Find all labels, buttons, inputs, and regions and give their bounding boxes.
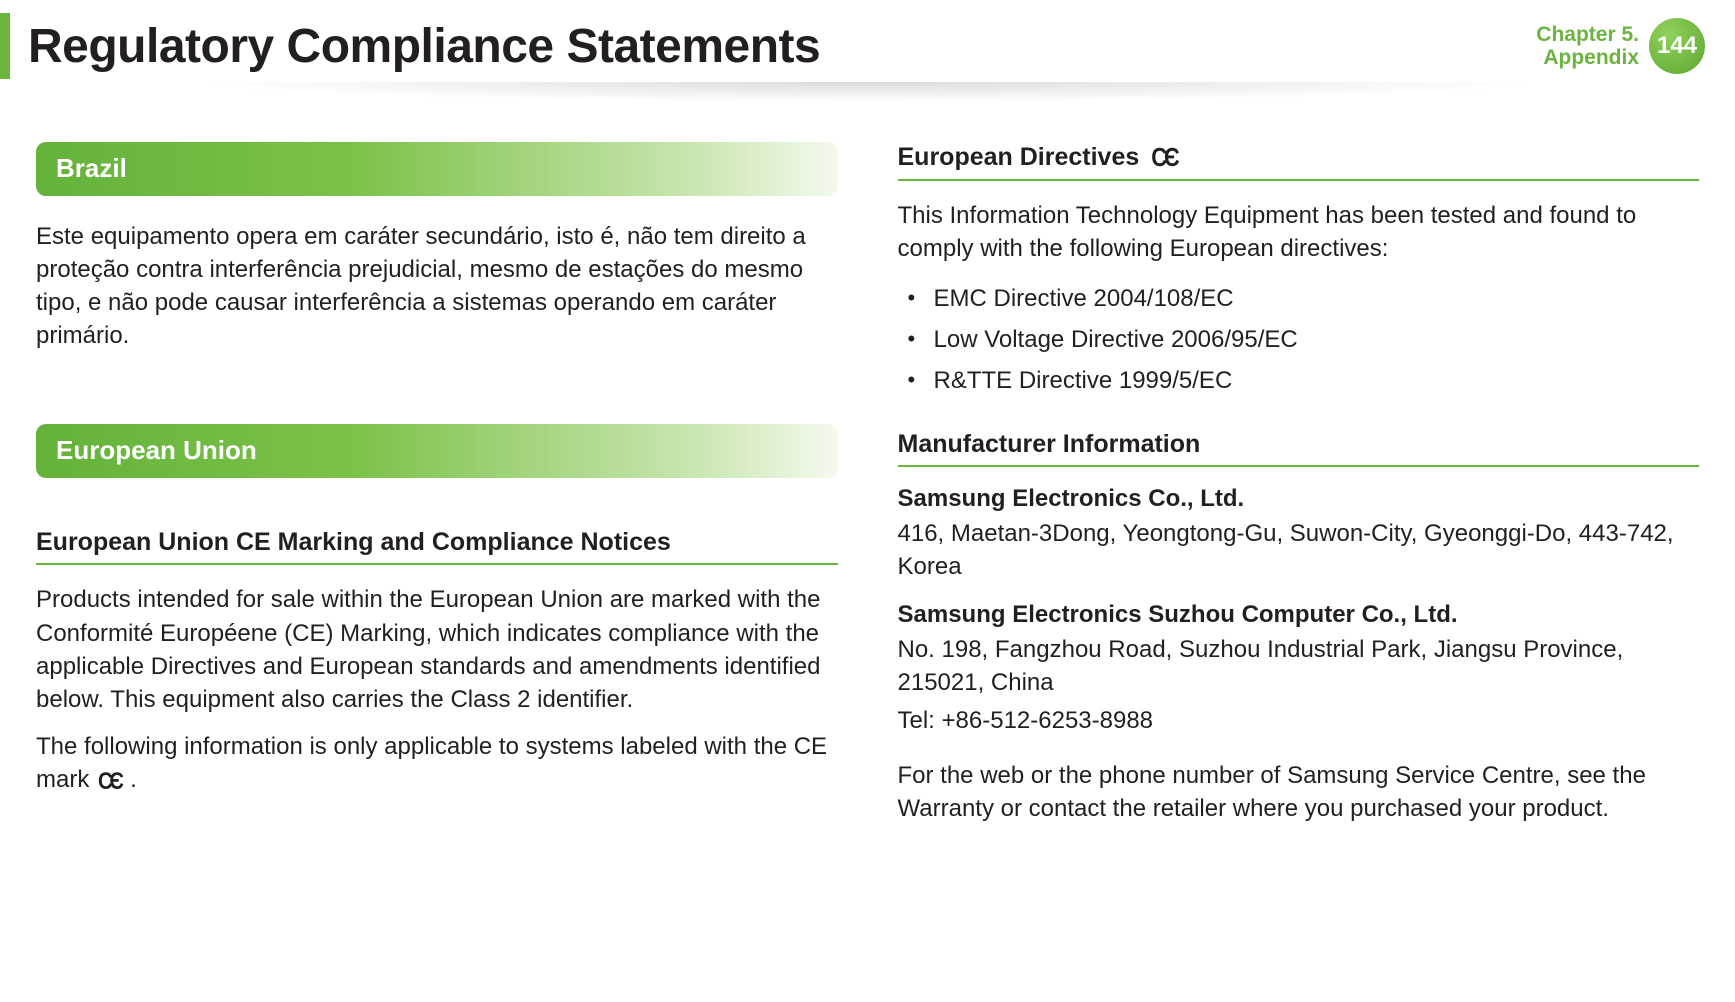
- right-column: European Directives C Є This Information…: [898, 142, 1700, 839]
- directive-item: R&TTE Directive 1999/5/EC: [904, 361, 1700, 402]
- manufacturer-address: 416, Maetan-3Dong, Yeongtong-Gu, Suwon-C…: [898, 517, 1700, 583]
- directive-item: Low Voltage Directive 2006/95/EC: [904, 320, 1700, 361]
- brazil-body: Este equipamento opera em caráter secund…: [36, 220, 838, 352]
- chapter-block: Chapter 5. Appendix 144: [1536, 18, 1705, 74]
- eu-ce-p2-prefix: The following information is only applic…: [36, 733, 827, 793]
- spacer: [36, 366, 838, 424]
- page-title: Regulatory Compliance Statements: [28, 19, 820, 74]
- page-header: Regulatory Compliance Statements Chapter…: [0, 0, 1735, 92]
- title-wrap: Regulatory Compliance Statements: [0, 13, 820, 79]
- subhead-eu-ce-text: European Union CE Marking and Compliance…: [36, 528, 671, 557]
- content-area: Brazil Este equipamento opera em caráter…: [0, 92, 1735, 839]
- directives-list: EMC Directive 2004/108/EC Low Voltage Di…: [898, 279, 1700, 401]
- subhead-manufacturer: Manufacturer Information: [898, 430, 1700, 467]
- spacer: [36, 502, 838, 528]
- directives-intro: This Information Technology Equipment ha…: [898, 199, 1700, 265]
- manufacturer-note: For the web or the phone number of Samsu…: [898, 759, 1700, 825]
- subhead-directives: European Directives C Є: [898, 142, 1700, 181]
- directive-item: EMC Directive 2004/108/EC: [904, 279, 1700, 320]
- left-column: Brazil Este equipamento opera em caráter…: [36, 142, 838, 839]
- manufacturer-name: Samsung Electronics Co., Ltd.: [898, 485, 1700, 513]
- ce-mark-icon: C Є: [98, 765, 121, 798]
- page-number-badge: 144: [1649, 18, 1705, 74]
- ce-mark-icon: C Є: [1152, 142, 1178, 173]
- eu-ce-p1: Products intended for sale within the Eu…: [36, 583, 838, 715]
- section-pill-brazil: Brazil: [36, 142, 838, 196]
- chapter-line1: Chapter 5.: [1536, 23, 1639, 46]
- chapter-text: Chapter 5. Appendix: [1536, 23, 1639, 69]
- eu-ce-p2-suffix: .: [123, 766, 136, 793]
- manufacturer-tel: Tel: +86-512-6253-8988: [898, 707, 1700, 735]
- subhead-manufacturer-text: Manufacturer Information: [898, 430, 1201, 459]
- subhead-directives-text: European Directives: [898, 143, 1140, 172]
- chapter-line2: Appendix: [1536, 46, 1639, 69]
- subhead-eu-ce: European Union CE Marking and Compliance…: [36, 528, 838, 565]
- title-accent-bar: [0, 13, 10, 79]
- manufacturer-name: Samsung Electronics Suzhou Computer Co.,…: [898, 601, 1700, 629]
- section-pill-eu: European Union: [36, 424, 838, 478]
- eu-ce-p2: The following information is only applic…: [36, 730, 838, 796]
- manufacturer-address: No. 198, Fangzhou Road, Suzhou Industria…: [898, 633, 1700, 699]
